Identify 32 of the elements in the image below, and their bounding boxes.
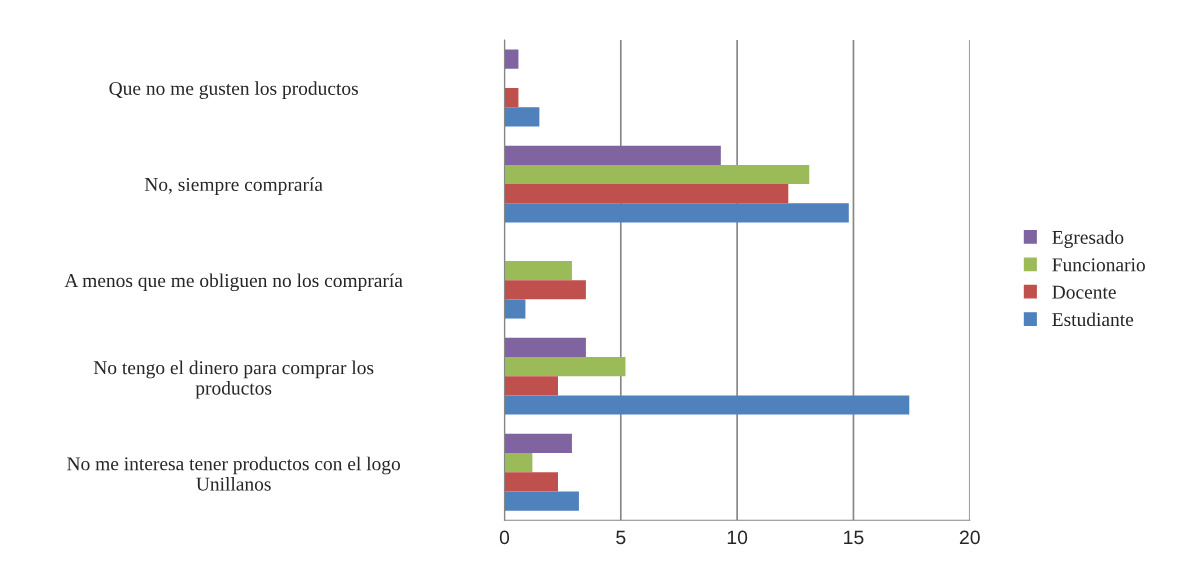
x-tick-label: 20 [959, 530, 980, 545]
legend-label: Estudiante [1052, 312, 1134, 327]
bar [504, 145, 721, 165]
x-tick-label: 10 [727, 530, 748, 545]
bar [504, 260, 572, 281]
x-tick-label: 15 [844, 530, 864, 545]
y-tick-label: No tengo el dinero para comprar los productos [93, 360, 374, 399]
bar [504, 280, 586, 300]
legend-label: Egresado [1052, 230, 1124, 248]
bar [504, 376, 558, 396]
y-tick-label: No, siempre compraría [144, 177, 323, 195]
bar [504, 472, 558, 492]
bar [504, 491, 579, 511]
bar [504, 299, 526, 319]
legend-label: Docente [1052, 285, 1116, 299]
bar [504, 107, 540, 127]
bar [504, 164, 810, 185]
bar [504, 203, 849, 223]
x-tick-label: 5 [616, 530, 626, 545]
bar [504, 184, 789, 204]
y-tick-label: Que no me gusten los productos [109, 81, 358, 99]
y-tick-label: A menos que me obliguen no los compraría [64, 273, 403, 292]
bar [504, 356, 626, 377]
bar [504, 433, 572, 454]
bar [504, 337, 586, 357]
legend-label: Funcionario [1052, 258, 1145, 272]
bar [504, 453, 533, 473]
bar [504, 49, 519, 69]
x-tick-label: 0 [499, 530, 510, 545]
bar [504, 88, 519, 108]
bar [504, 395, 910, 415]
y-tick-label: No me interesa tener productos con el logo Unillanos [67, 456, 401, 491]
